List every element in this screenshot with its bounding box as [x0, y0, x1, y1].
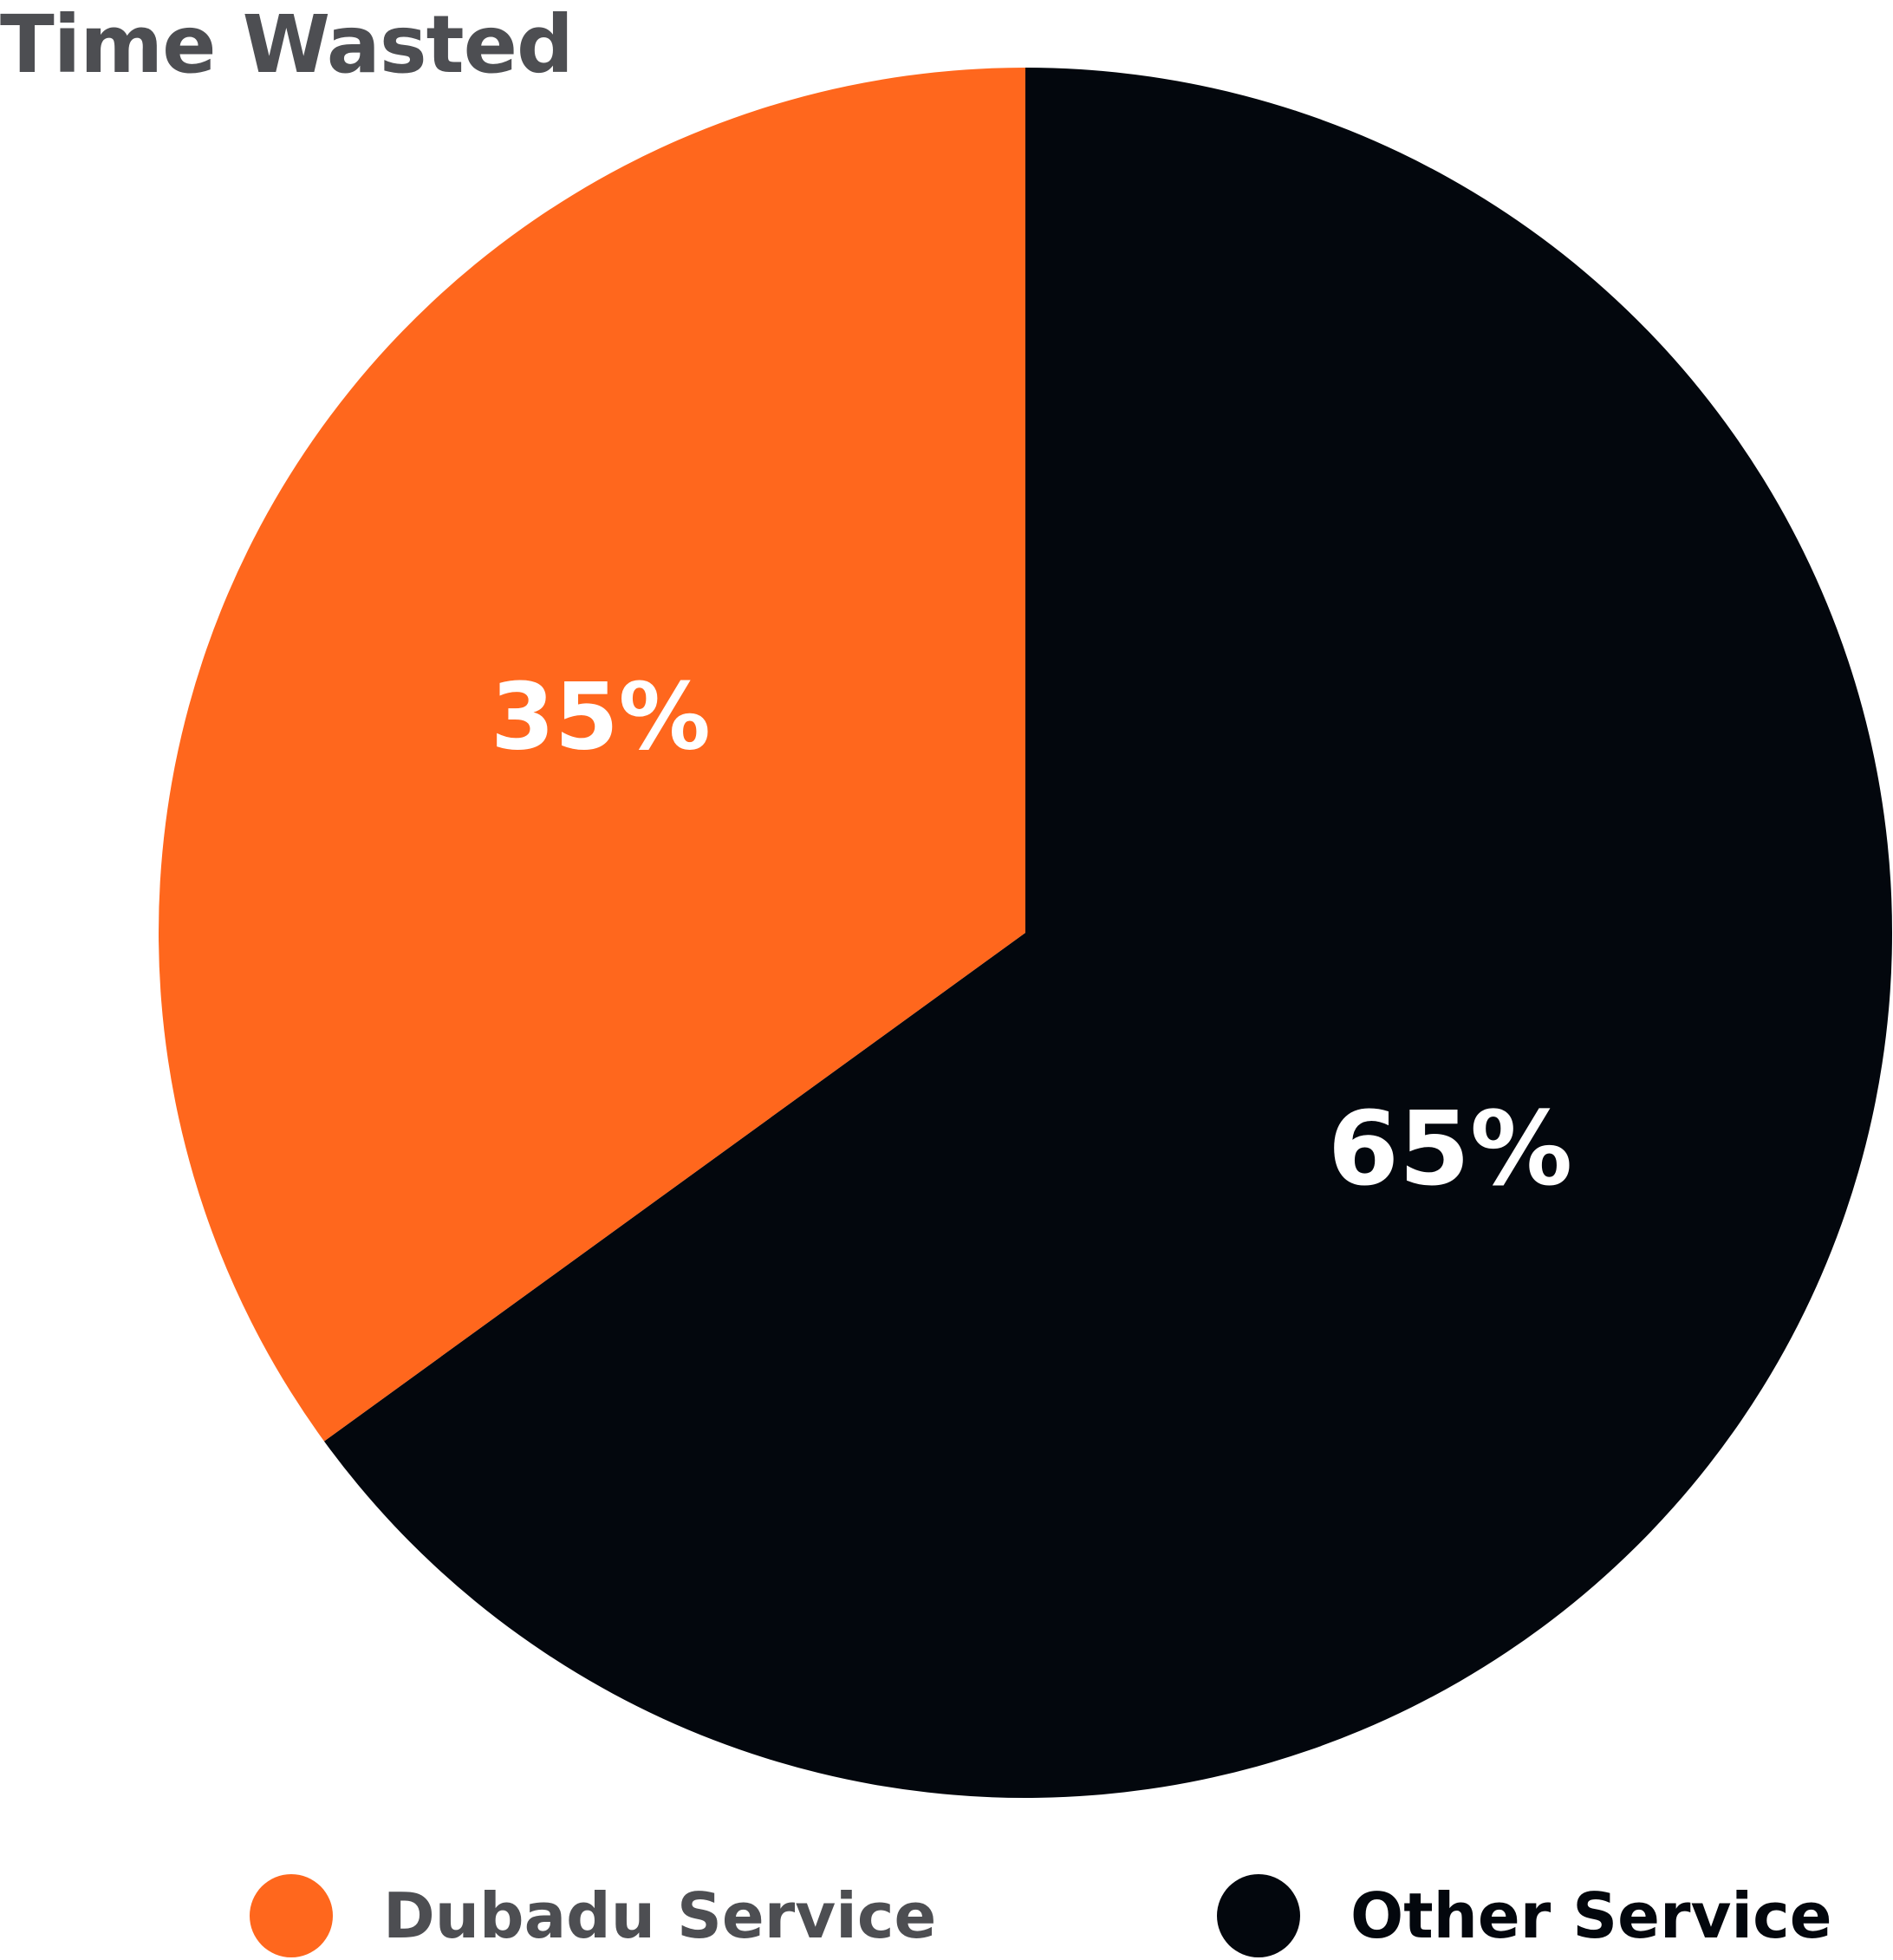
pie-slice-other-service: [323, 68, 1892, 1798]
legend-swatch-dubadu-service: [250, 1874, 333, 1957]
legend: Dubadu Service Other Service: [0, 1872, 1893, 1959]
legend-item-other-service: Other Service: [1217, 1872, 1832, 1959]
pie-label-dubadu-service: 35%: [491, 663, 711, 770]
legend-swatch-other-service: [1217, 1874, 1300, 1957]
pie-slice-dubadu-service: [159, 68, 1025, 1442]
legend-label-other-service: Other Service: [1350, 1879, 1832, 1952]
pie-label-other-service: 65%: [1328, 1089, 1572, 1208]
legend-label-dubadu-service: Dubadu Service: [383, 1879, 937, 1952]
legend-item-dubadu-service: Dubadu Service: [250, 1872, 936, 1959]
chart-title: Time Wasted: [0, 0, 574, 91]
